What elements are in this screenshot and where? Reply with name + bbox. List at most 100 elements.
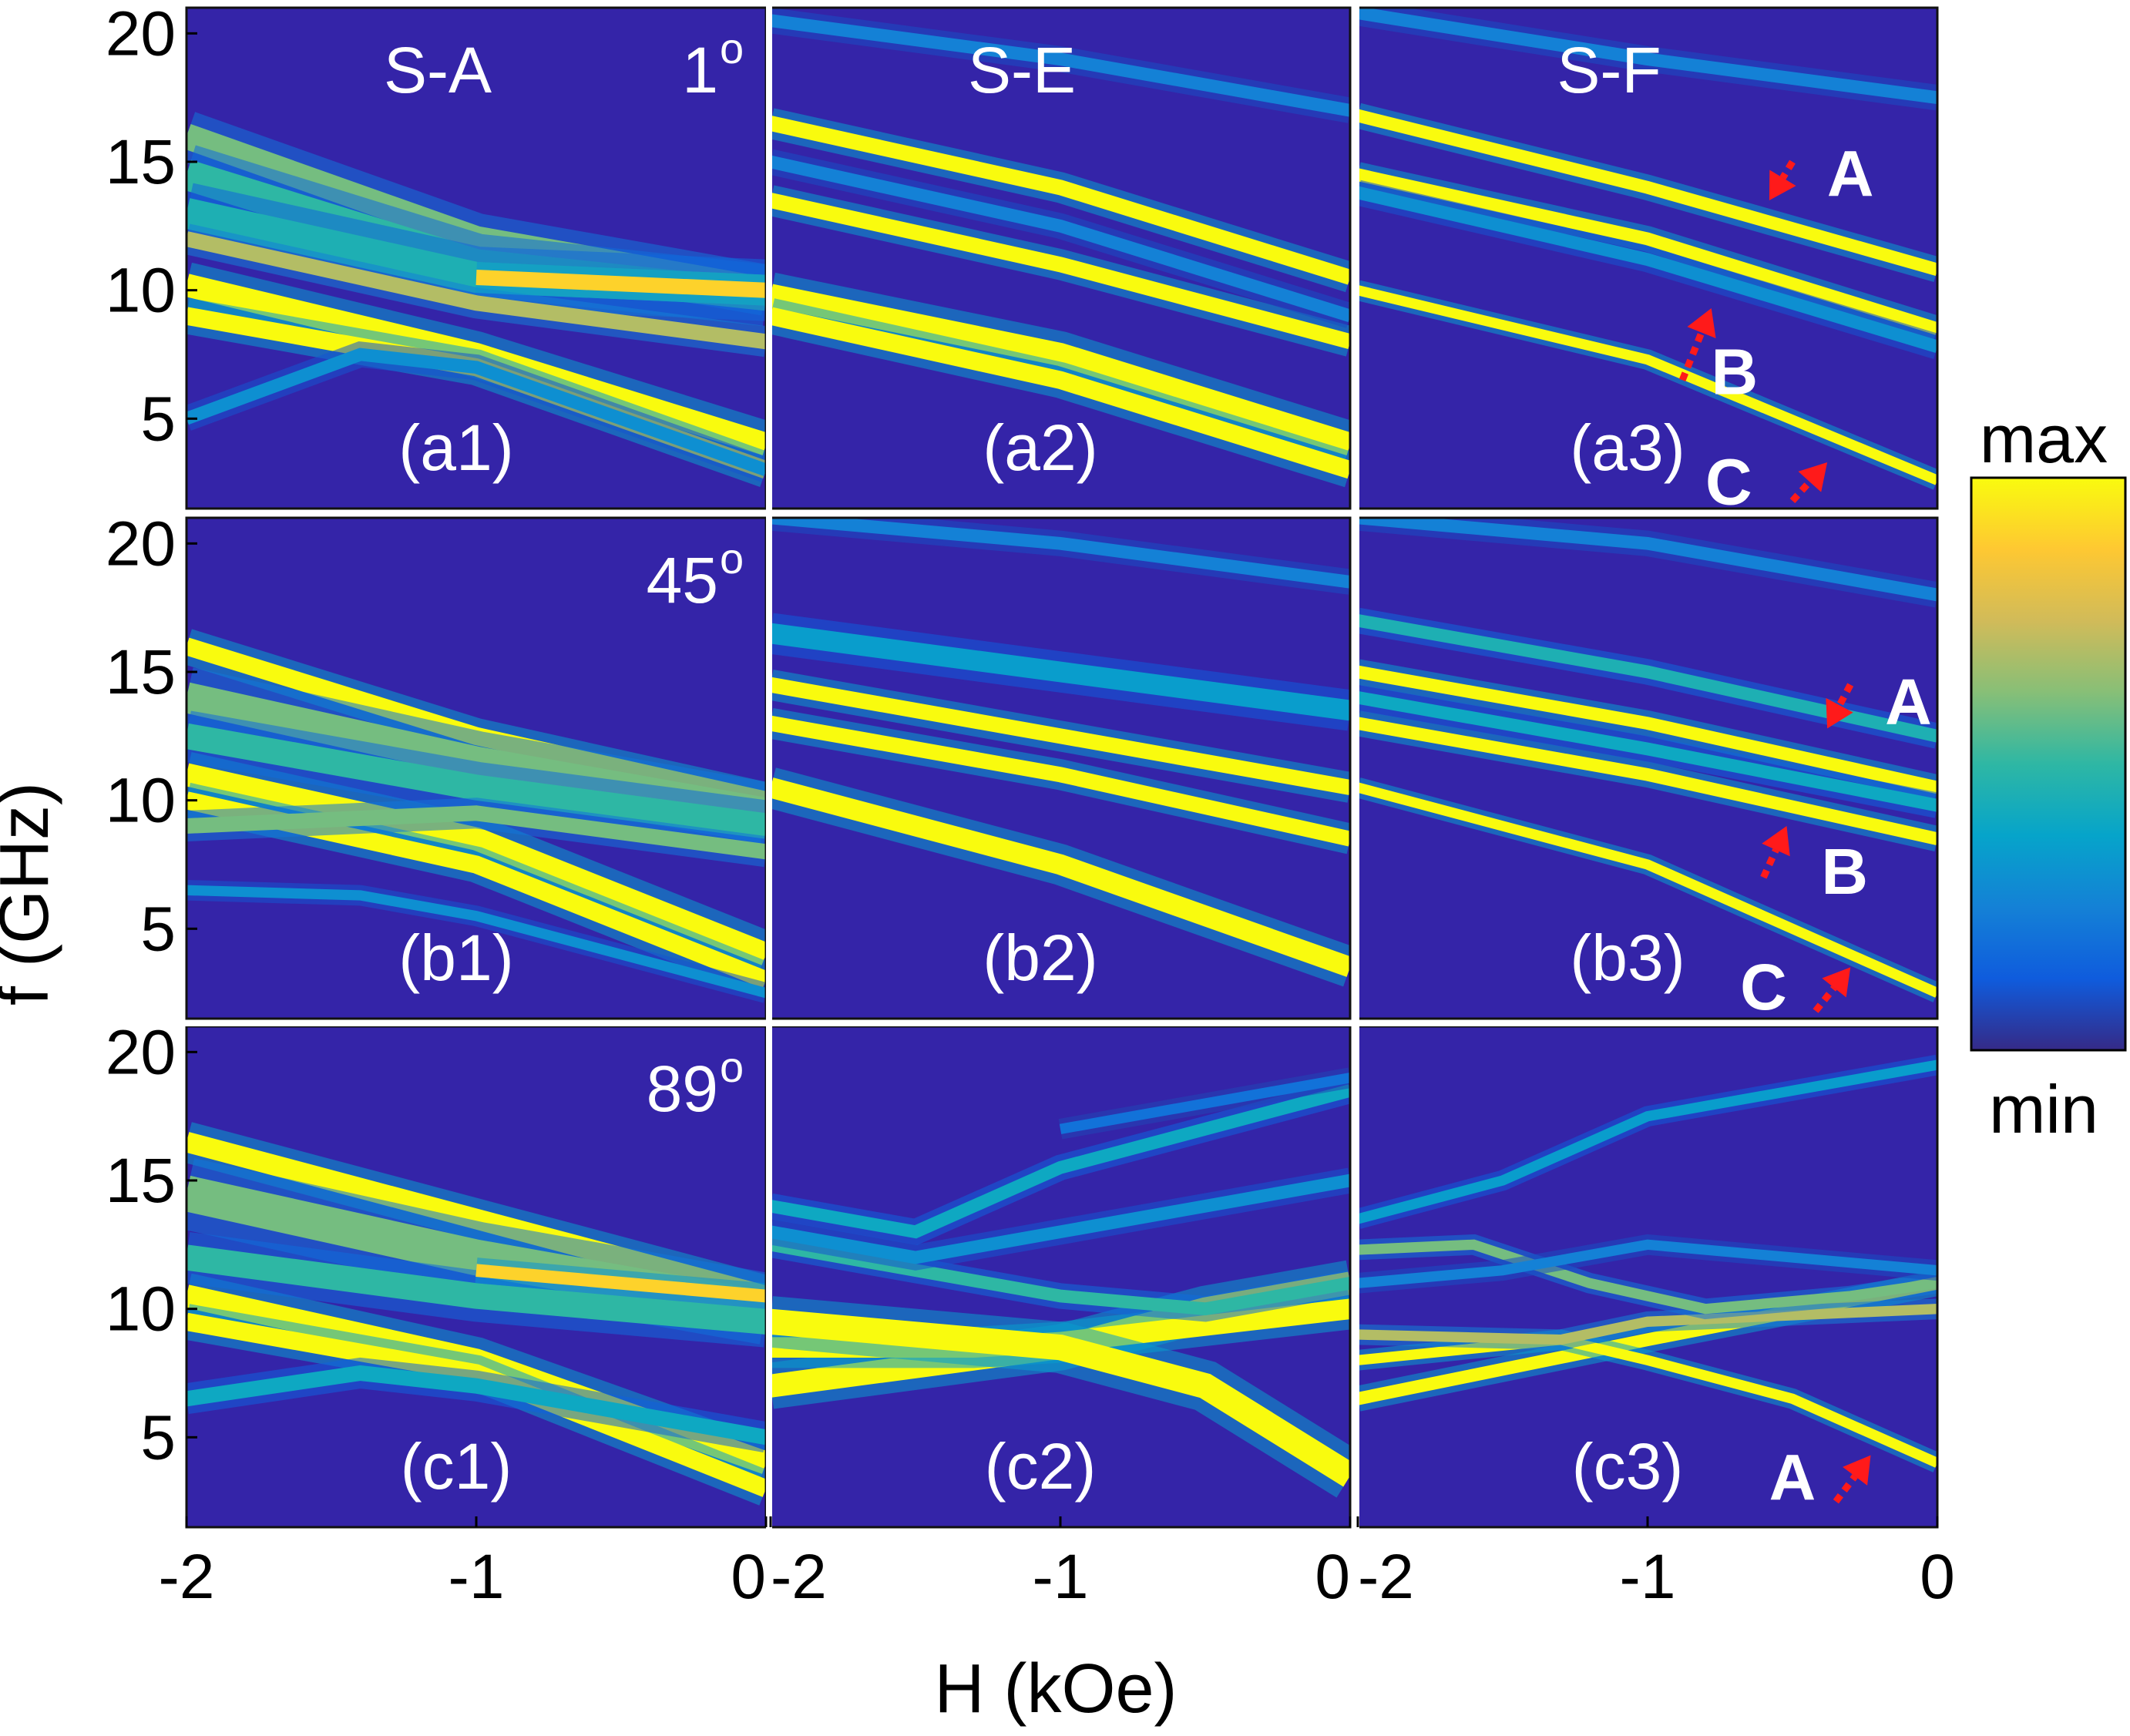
spectral-band xyxy=(771,518,1350,589)
spectral-band xyxy=(1358,518,1937,602)
panel-b3: A BC (b3) xyxy=(1356,516,1939,1023)
mode-label-A: A xyxy=(1827,138,1874,210)
bands xyxy=(1358,8,1937,490)
y-tick-label: 20 xyxy=(106,0,176,69)
spectral-band xyxy=(186,885,766,999)
panel-b1: (b1) 45 o xyxy=(185,516,768,1020)
y-tick-label: 5 xyxy=(140,1402,176,1472)
panel-label: (b2) xyxy=(983,922,1097,994)
colorbar-min-label: min xyxy=(1989,1071,2098,1147)
arrow-A-shaft xyxy=(1833,1474,1858,1504)
spectral-band xyxy=(1358,168,1937,335)
arrow-C-shaft xyxy=(1789,479,1813,504)
column-header: S-A xyxy=(384,34,492,106)
arrow-A-head xyxy=(1826,697,1853,729)
column-header: S-F xyxy=(1557,34,1661,106)
arrow-B-shaft xyxy=(1760,848,1779,879)
panel-a2: (a2) S-E xyxy=(769,6,1352,510)
x-tick-label: -1 xyxy=(449,1542,505,1612)
bands xyxy=(771,8,1350,488)
spectral-band xyxy=(186,723,766,839)
angle-label: 89 xyxy=(647,1053,718,1125)
y-tick-label: 10 xyxy=(106,256,176,326)
spectral-band xyxy=(771,193,1350,349)
y-tick-label: 15 xyxy=(106,1146,176,1216)
mode-label-C: C xyxy=(1740,951,1787,1023)
x-tick-label: -1 xyxy=(1033,1542,1089,1612)
spectral-band xyxy=(1358,665,1937,794)
spectral-band xyxy=(186,1244,766,1335)
bands xyxy=(186,112,766,488)
bands xyxy=(186,629,766,1003)
x-tick-label: -1 xyxy=(1620,1542,1676,1612)
y-axis-label: f (GHz) xyxy=(0,782,63,1006)
angle-degree-sup: o xyxy=(720,1043,744,1091)
spectral-band xyxy=(1358,186,1937,353)
spectral-band xyxy=(771,715,1350,847)
bands xyxy=(771,1067,1350,1498)
spectral-band xyxy=(1358,1239,1937,1315)
x-axis-label: H (kOe) xyxy=(935,1650,1178,1728)
bands xyxy=(186,1122,766,1506)
spectral-band xyxy=(186,805,766,860)
panel-divider xyxy=(185,510,1939,516)
spectral-band xyxy=(475,1264,766,1303)
spectral-band xyxy=(475,270,766,298)
angle-label: 45 xyxy=(647,544,718,616)
panel-label: (b3) xyxy=(1570,922,1685,994)
arrow-C-shaft xyxy=(1813,986,1837,1013)
mode-label-C: C xyxy=(1705,446,1752,519)
x-tick-label: -2 xyxy=(159,1542,215,1612)
x-tick-label: 0 xyxy=(1315,1542,1350,1612)
spectral-band xyxy=(1358,1059,1937,1224)
spectral-band xyxy=(771,677,1350,795)
spectral-band xyxy=(771,1308,1350,1487)
arrow-A-shaft xyxy=(1836,683,1854,707)
bands xyxy=(771,518,1350,987)
panel-a1: (a1) S-A 1 o xyxy=(185,6,768,510)
y-tick-label: 10 xyxy=(106,1274,176,1345)
arrow-B-head xyxy=(1687,308,1716,339)
arrow-A-head xyxy=(1769,170,1796,200)
colorbar-gradient xyxy=(1970,476,2127,1052)
spectral-band xyxy=(1358,8,1937,104)
panel-c1: (c1) 89 o xyxy=(185,1025,768,1529)
arrow-A-shaft xyxy=(1779,159,1796,180)
spectral-band xyxy=(1059,1073,1350,1134)
spectral-band xyxy=(771,14,1350,117)
panel-label: (c3) xyxy=(1572,1430,1684,1503)
panel-a3: A BC (a3) S-F xyxy=(1356,6,1939,519)
mode-label-B: B xyxy=(1711,335,1758,408)
y-tick-label: 15 xyxy=(106,637,176,707)
spectral-band xyxy=(186,763,766,965)
panel-label: (c2) xyxy=(985,1430,1097,1503)
spectral-band xyxy=(1358,1239,1937,1288)
arrow-C-head xyxy=(1822,967,1851,998)
panel-label: (a2) xyxy=(983,411,1097,484)
panel-c3: A (c3) xyxy=(1356,1025,1939,1529)
spectral-band xyxy=(771,623,1350,721)
column-header: S-E xyxy=(968,34,1076,106)
spectral-band xyxy=(771,284,1350,456)
arrow-B-head xyxy=(1762,826,1790,857)
spectral-band xyxy=(1358,285,1937,485)
spectral-band xyxy=(771,307,1350,479)
y-tick-label: 20 xyxy=(106,509,176,579)
angle-degree-sup: o xyxy=(720,24,744,72)
bands xyxy=(1358,518,1937,1002)
spectral-band xyxy=(1358,717,1937,845)
panel-label: (a3) xyxy=(1570,411,1685,484)
mode-label-B: B xyxy=(1821,835,1868,908)
spectral-band xyxy=(771,1084,1350,1239)
spectral-band xyxy=(186,348,766,476)
x-tick-label: -2 xyxy=(1358,1542,1414,1612)
mode-label-A: A xyxy=(1769,1442,1816,1514)
spectral-band xyxy=(771,777,1350,977)
spectral-band xyxy=(1358,1304,1937,1345)
y-tick-label: 20 xyxy=(106,1017,176,1087)
y-tick-label: 5 xyxy=(140,384,176,454)
panel-label: (c1) xyxy=(401,1430,512,1503)
